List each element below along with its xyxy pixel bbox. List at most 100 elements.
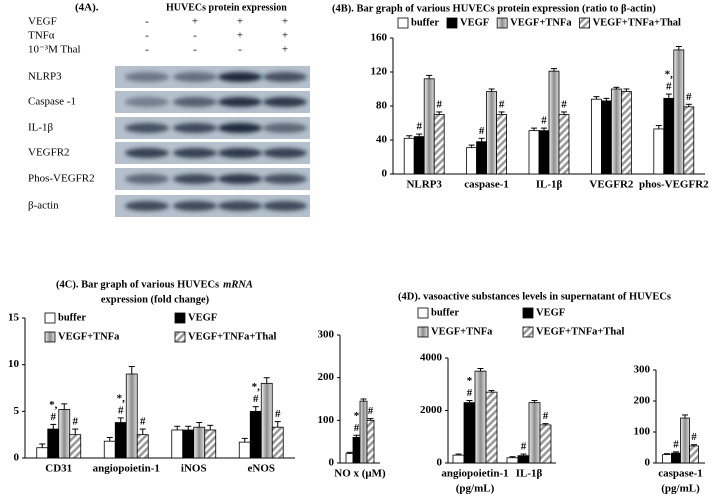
error-bar (174, 425, 181, 430)
blot-band (263, 201, 307, 211)
significance-mark: *, (49, 399, 58, 411)
x-tick-label: phos-VEGFR2 (639, 179, 709, 191)
error-bar (541, 127, 547, 131)
chart-title: (4D). vasoactive substances levels in su… (398, 291, 671, 302)
error-bar (252, 406, 259, 412)
legend-label: VEGF+TNFa+Thal (188, 331, 276, 342)
legend-swatch (174, 312, 186, 324)
error-bar (477, 368, 484, 372)
blot-band (218, 97, 262, 107)
bar (47, 428, 60, 459)
y-tick-label: 160 (371, 32, 388, 44)
error-bar (623, 88, 630, 92)
condition-sign: - (145, 16, 149, 28)
error-bar (436, 111, 443, 115)
bar (621, 91, 632, 175)
blot-band (125, 174, 169, 184)
error-bar (613, 86, 620, 89)
y-tick-label: 0 (437, 457, 443, 469)
chart-title: (4C). Bar graph of various HUVECs (56, 279, 219, 290)
legend-swatch (446, 17, 458, 29)
x-tick-label: VEGFR2 (589, 179, 634, 191)
y-tick-label: 100 (634, 426, 651, 438)
bar (249, 410, 262, 459)
error-bar (241, 437, 248, 443)
significance-mark: # (691, 431, 697, 443)
significance-mark: # (416, 121, 422, 133)
bar (193, 426, 206, 459)
condition-sign: - (238, 44, 242, 56)
y-tick-label: 200 (634, 395, 651, 407)
bar (680, 417, 690, 464)
condition-sign: + (237, 30, 243, 42)
significance-mark: # (666, 81, 672, 93)
y-tick-label: 0 (14, 452, 20, 464)
legend-swatch (44, 312, 56, 324)
y-tick-label: 5 (14, 405, 20, 417)
bar (403, 137, 415, 175)
bar (689, 445, 699, 464)
y-tick-label: 200 (318, 371, 335, 383)
bar (271, 426, 284, 459)
y-tick-label: 80 (376, 100, 388, 112)
error-bar (353, 434, 360, 438)
error-bar (675, 46, 682, 50)
blot-band (125, 148, 169, 158)
significance-mark: *, (252, 381, 261, 393)
error-bar (665, 93, 672, 99)
condition-label: 10⁻³M Thal (28, 44, 81, 56)
error-bar (691, 444, 697, 446)
error-bar (682, 414, 688, 419)
bar (528, 130, 540, 175)
legend-label: VEGF+TNFa (510, 17, 572, 28)
bar (345, 453, 354, 464)
y-tick-label: 300 (634, 364, 651, 376)
significance-mark: # (368, 405, 374, 417)
bar (423, 78, 435, 175)
significance-mark: # (541, 115, 547, 127)
error-bar (207, 424, 214, 430)
error-bar (367, 418, 374, 421)
y-tick-label: 120 (371, 66, 388, 78)
error-bar (655, 125, 662, 129)
condition-sign: + (282, 44, 288, 56)
legend-swatch (579, 17, 590, 29)
error-bar (685, 103, 692, 107)
significance-mark: # (51, 411, 57, 423)
condition-sign: - (193, 30, 197, 42)
x-tick-label: iNOS (181, 463, 207, 475)
error-bar (128, 366, 135, 374)
blot-band (218, 72, 262, 82)
bar (517, 455, 530, 464)
significance-mark: # (673, 438, 679, 450)
blot-band (218, 123, 262, 133)
significance-mark: # (354, 422, 360, 434)
error-bar (603, 97, 610, 101)
error-bar (593, 96, 600, 100)
bar (476, 141, 488, 175)
y-tick-label: 40 (376, 134, 388, 146)
error-bar (106, 436, 113, 442)
error-bar (346, 451, 353, 454)
error-bar (488, 390, 495, 393)
y-tick-label: 0 (382, 168, 388, 180)
bar (591, 98, 602, 175)
error-bar (61, 403, 68, 410)
error-bar (673, 451, 679, 454)
band-label: VEGFR2 (28, 147, 70, 159)
significance-mark: * (467, 375, 473, 387)
y-tick-label: 300 (318, 329, 335, 341)
error-bar (50, 423, 57, 430)
bar (69, 434, 82, 459)
x-tick-label: NLRP3 (406, 179, 442, 191)
legend-label: VEGF (188, 312, 217, 323)
significance-mark: # (561, 98, 567, 110)
blot-band (125, 201, 169, 211)
error-bar (509, 456, 516, 458)
legend-swatch (496, 17, 508, 29)
condition-sign: - (145, 30, 149, 42)
error-bar (466, 400, 473, 403)
error-bar (39, 443, 46, 448)
chart-title-line2: expression (fold change) (101, 294, 210, 305)
